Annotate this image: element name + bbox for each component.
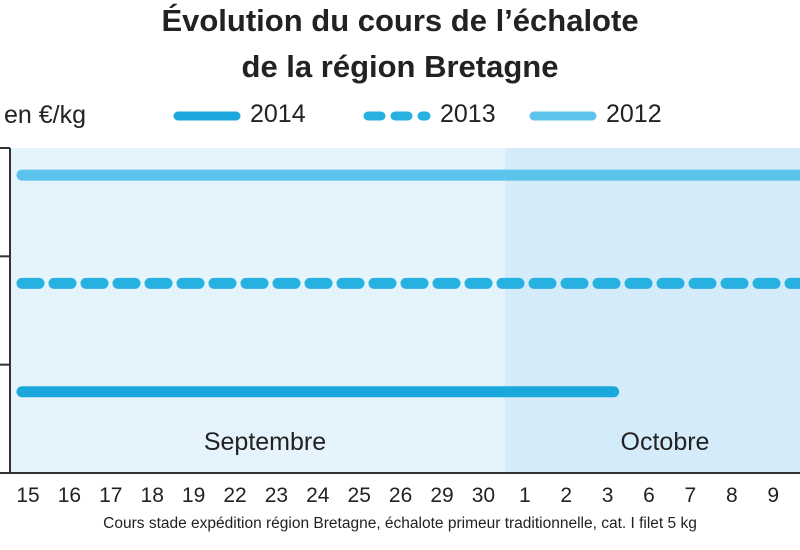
legend-label-2012: 2012 (606, 100, 662, 128)
x-tick-label: 18 (141, 484, 164, 507)
axes (0, 147, 800, 474)
x-tick-label: 8 (726, 484, 738, 507)
month-label-october: Octobre (621, 428, 710, 456)
x-tick-label: 17 (99, 484, 122, 507)
legend-swatch-2013 (363, 111, 431, 121)
x-tick-label: 29 (430, 484, 453, 507)
x-tick-label: 22 (223, 484, 246, 507)
series-layer (16, 169, 800, 398)
y-axis-unit-label: en €/kg (4, 101, 87, 129)
month-label-september: Septembre (204, 428, 326, 456)
x-tick-label: 16 (58, 484, 81, 507)
x-tick-label: 24 (306, 484, 330, 507)
x-tick-label: 19 (182, 484, 205, 507)
x-tick-label: 15 (16, 484, 39, 507)
x-tick-label: 7 (685, 484, 697, 507)
plot-area-october (505, 148, 800, 473)
source-footnote: Cours stade expédition région Bretagne, … (103, 515, 697, 532)
x-tick-label: 6 (643, 484, 655, 507)
plot-area-september (10, 148, 505, 473)
x-tick-label: 2 (560, 484, 572, 507)
chart-title-line-2: de la région Bretagne (241, 49, 559, 84)
x-tick-label: 9 (767, 484, 779, 507)
legend-swatch-2014 (173, 111, 241, 121)
x-tick-label: 26 (389, 484, 412, 507)
x-tick-label: 3 (602, 484, 614, 507)
legend-label-2014: 2014 (250, 100, 306, 128)
chart-title-line-1: Évolution du cours de l’échalote (161, 3, 639, 38)
x-tick-labels: 15 16 17 18 19 22 23 24 25 26 29 30 1 2 3 6 7 8 9 (16, 484, 779, 507)
legend-label-2013: 2013 (440, 100, 496, 128)
x-tick-label: 23 (265, 484, 288, 507)
x-tick-label: 1 (519, 484, 531, 507)
legend-swatch-2012 (529, 111, 597, 121)
x-tick-label: 25 (348, 484, 371, 507)
x-tick-label: 30 (472, 484, 495, 507)
